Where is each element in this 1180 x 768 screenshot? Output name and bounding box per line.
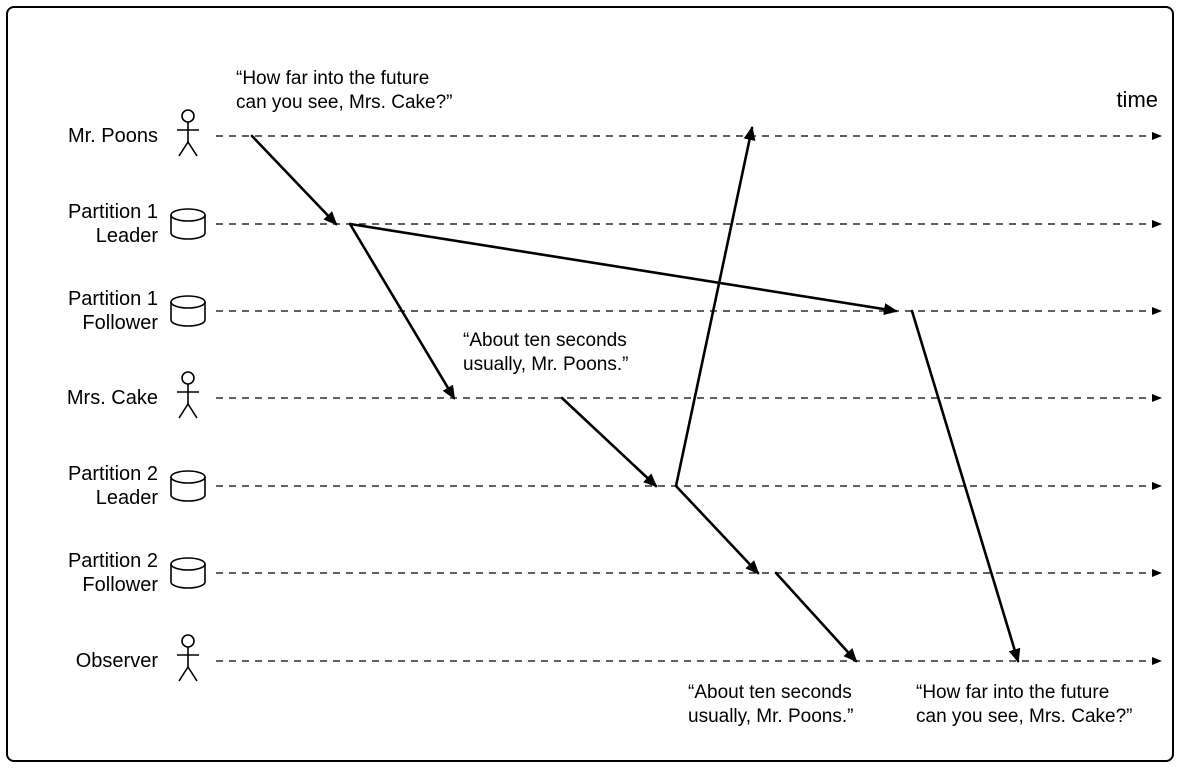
lane-label-p2follow: Follower — [82, 574, 158, 596]
sequence-diagram-svg: timeMr. PoonsPartition 1LeaderPartition … — [8, 8, 1176, 760]
message-arrow-a4 — [676, 128, 752, 486]
person-icon — [177, 635, 199, 681]
lane-label-cake: Mrs. Cake — [67, 387, 158, 409]
lane-label-p1leader: Leader — [96, 225, 159, 247]
message-arrow-a7 — [350, 224, 896, 311]
quote-q2: usually, Mr. Poons.” — [463, 354, 628, 375]
lane-label-p1follow: Follower — [82, 312, 158, 334]
message-arrow-a1 — [252, 136, 336, 224]
message-arrow-a3 — [562, 398, 656, 486]
quote-q3: usually, Mr. Poons.” — [688, 706, 853, 727]
lane-label-p2leader: Leader — [96, 487, 159, 509]
quote-q4: “How far into the future — [916, 682, 1109, 703]
database-icon — [171, 558, 205, 588]
lane-label-p1follow: Partition 1 — [68, 288, 158, 310]
lane-label-poons: Mr. Poons — [68, 125, 158, 147]
person-icon — [177, 110, 199, 156]
quote-q3: “About ten seconds — [688, 682, 852, 703]
time-axis-label: time — [1116, 87, 1158, 112]
quote-q1: “How far into the future — [236, 68, 429, 89]
lane-label-observer: Observer — [76, 650, 159, 672]
quote-q2: “About ten seconds — [463, 330, 627, 351]
message-arrow-a5 — [676, 486, 758, 573]
quote-q4: can you see, Mrs. Cake?” — [916, 706, 1132, 727]
database-icon — [171, 471, 205, 501]
message-arrow-a6 — [776, 573, 856, 661]
lane-label-p1leader: Partition 1 — [68, 201, 158, 223]
lane-label-p2leader: Partition 2 — [68, 463, 158, 485]
quote-q1: can you see, Mrs. Cake?” — [236, 92, 452, 113]
database-icon — [171, 209, 205, 239]
person-icon — [177, 372, 199, 418]
lane-label-p2follow: Partition 2 — [68, 550, 158, 572]
diagram-frame: timeMr. PoonsPartition 1LeaderPartition … — [6, 6, 1174, 762]
database-icon — [171, 296, 205, 326]
